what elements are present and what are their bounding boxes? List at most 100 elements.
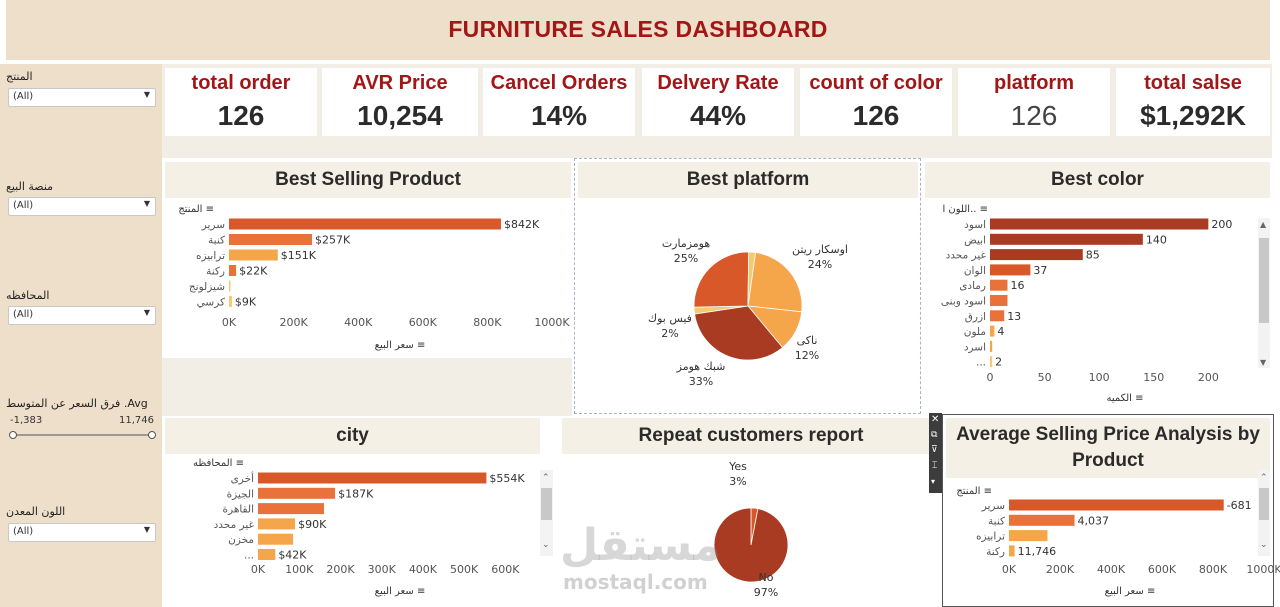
product-filter-value: (All) bbox=[13, 91, 34, 102]
filter-icon[interactable]: ⊽ bbox=[931, 445, 938, 455]
color-filter-select[interactable]: (All) ▼ bbox=[8, 523, 156, 542]
city-bar bbox=[258, 549, 276, 560]
scroll-up-icon[interactable]: ⌃ bbox=[542, 473, 550, 483]
best-color-scrollbar[interactable]: ▲ ▼ bbox=[1258, 218, 1270, 368]
kpi-total-order: total order 126 bbox=[165, 68, 317, 136]
best_color-category-label: غير محدد bbox=[946, 250, 987, 262]
price-diff-slider[interactable] bbox=[12, 434, 152, 436]
best-color-title: Best color bbox=[925, 162, 1270, 198]
best_color-bar bbox=[990, 279, 1008, 291]
city-category-label: أخرى bbox=[231, 471, 255, 485]
avg_price-axis-label: سعر البيع ≡ bbox=[1105, 586, 1156, 597]
platform-filter-label: منصة البيع bbox=[6, 180, 54, 193]
close-icon[interactable]: ✕ bbox=[931, 414, 940, 425]
best_color-category-label: الوان bbox=[964, 265, 986, 277]
best_color-bar bbox=[990, 356, 993, 368]
color-filter-label: اللون المعدن bbox=[6, 505, 66, 518]
scroll-thumb[interactable] bbox=[1259, 488, 1269, 520]
repeat-slice-label: Yes bbox=[728, 460, 747, 473]
kpi-value: 126 bbox=[852, 100, 900, 131]
city-data-label: $187K bbox=[338, 487, 374, 500]
avg-price-scrollbar[interactable]: ⌃ ⌄ bbox=[1258, 470, 1270, 556]
pin-icon[interactable]: ⌶ bbox=[932, 461, 938, 471]
best_platform-slice bbox=[694, 305, 784, 361]
slider-min-handle[interactable] bbox=[9, 431, 17, 439]
best_product-data-label: $842K bbox=[504, 218, 540, 231]
city-category-label: غير محدد bbox=[214, 519, 255, 531]
scroll-up-icon[interactable]: ⌃ bbox=[1260, 473, 1268, 483]
best_product-axis-label: سعر البيع ≡ bbox=[375, 340, 426, 351]
product-filter-label: المنتج bbox=[6, 70, 33, 83]
city-category-label: القاهرة bbox=[223, 504, 254, 516]
chevron-down-icon: ▼ bbox=[143, 525, 150, 534]
scroll-down-icon[interactable]: ⌄ bbox=[1260, 540, 1268, 550]
city-tick-label: 600K bbox=[491, 563, 520, 576]
best_product-bar bbox=[229, 218, 501, 230]
avg_price-category-label: كنبة bbox=[988, 515, 1005, 527]
governorate-filter-select[interactable]: (All) ▼ bbox=[8, 306, 156, 325]
scroll-thumb[interactable] bbox=[541, 488, 552, 520]
scroll-down-icon[interactable]: ▼ bbox=[1260, 358, 1267, 367]
kpi-label: count of color bbox=[809, 72, 943, 94]
scroll-up-icon[interactable]: ▲ bbox=[1260, 220, 1267, 229]
repeat-slice-pct: 3% bbox=[729, 475, 746, 488]
product-filter-select[interactable]: (All) ▼ bbox=[8, 88, 156, 107]
avg_price-tick-label: 600K bbox=[1148, 563, 1177, 576]
avg-price-title: Average Selling Price Analysis by Produc… bbox=[946, 418, 1270, 478]
best_product-data-label: $257K bbox=[315, 234, 351, 247]
best_product-tick-label: 200K bbox=[279, 316, 308, 329]
best_color-axis-label: الكميه ≡ bbox=[1106, 393, 1143, 404]
repeat-slice bbox=[713, 507, 789, 583]
repeat-title: Repeat customers report bbox=[562, 418, 940, 454]
scroll-down-icon[interactable]: ⌄ bbox=[542, 540, 550, 550]
avg_price-category-label: سرير bbox=[981, 500, 1005, 512]
avg_price-bar bbox=[1009, 530, 1048, 542]
color-filter-value: (All) bbox=[13, 526, 34, 537]
slider-max-handle[interactable] bbox=[148, 431, 156, 439]
price-diff-max: 11,746 bbox=[119, 415, 154, 426]
best_color-data-label: 85 bbox=[1086, 249, 1100, 262]
avg_price-tick-label: 200K bbox=[1046, 563, 1075, 576]
best_color-data-label: 16 bbox=[1010, 279, 1024, 292]
best_product-category-label: كرسي bbox=[197, 297, 225, 309]
panel-toolbar: ✕ ⧉ ⊽ ⌶ ▾ bbox=[929, 413, 942, 493]
city-axis-label: سعر البيع ≡ bbox=[375, 586, 426, 597]
best_platform-slice bbox=[747, 251, 756, 307]
watermark-logo: مستقل bbox=[560, 520, 721, 571]
best_platform-slice-pct: 24% bbox=[808, 258, 832, 271]
best_platform-slice-label: هومزمارت bbox=[662, 237, 711, 250]
avg_price-data-label: 11,746 bbox=[1018, 545, 1057, 558]
layout-gap bbox=[162, 140, 1272, 158]
best_product-dim-label: المنتج ≡ bbox=[178, 204, 214, 215]
city-data-label: $554K bbox=[489, 472, 525, 485]
best_product-category-label: شيزلونج bbox=[189, 281, 225, 293]
best_product-category-label: سرير bbox=[201, 219, 225, 231]
more-icon[interactable]: ▾ bbox=[931, 477, 936, 486]
city-tick-label: 0K bbox=[251, 563, 266, 576]
avg_price-data-label: -681 bbox=[1227, 499, 1252, 512]
platform-filter-value: (All) bbox=[13, 200, 34, 211]
platform-filter-select[interactable]: (All) ▼ bbox=[8, 197, 156, 216]
best_platform-slice-pct: 33% bbox=[689, 375, 713, 388]
best_platform-slice bbox=[693, 251, 750, 308]
best_color-bar bbox=[990, 233, 1143, 245]
filter-sidebar bbox=[0, 64, 162, 607]
scroll-thumb[interactable] bbox=[1259, 238, 1269, 323]
best_product-bar bbox=[229, 280, 231, 292]
avg_price-data-label: 4,037 bbox=[1078, 514, 1110, 527]
city-scrollbar[interactable]: ⌃ ⌄ bbox=[540, 470, 553, 556]
best_product-data-label: $9K bbox=[235, 296, 257, 309]
best_platform-slice-label: فيس بوك bbox=[648, 312, 692, 325]
kpi-value: 10,254 bbox=[357, 100, 443, 131]
best_color-category-label: اسود وبنى bbox=[941, 296, 986, 308]
best_color-category-label: ... bbox=[976, 357, 986, 369]
best_platform-slice-label: ناكى bbox=[797, 334, 818, 347]
city-tick-label: 300K bbox=[368, 563, 397, 576]
kpi-label: total salse bbox=[1144, 72, 1242, 94]
avg_price-category-label: ركنة bbox=[986, 546, 1005, 558]
best_product-data-label: $151K bbox=[281, 249, 317, 262]
best_color-bar bbox=[990, 325, 995, 337]
expand-icon[interactable]: ⧉ bbox=[931, 430, 938, 440]
chevron-down-icon: ▼ bbox=[143, 308, 150, 317]
best_color-bar bbox=[990, 218, 1209, 230]
